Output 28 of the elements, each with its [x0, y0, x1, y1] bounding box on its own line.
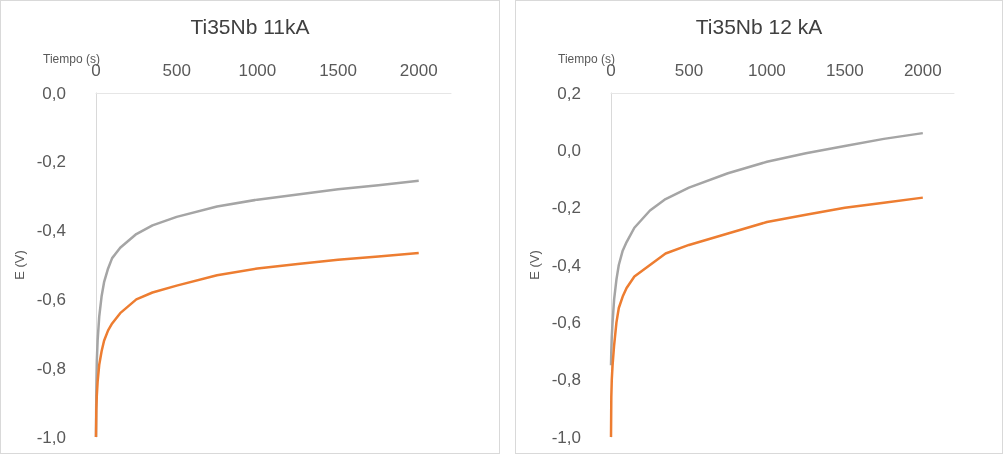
- y-axis-title: E (V): [526, 250, 542, 280]
- y-tick-label: -0,8: [36, 358, 66, 378]
- y-tick-label: -0,8: [551, 370, 581, 390]
- x-tick-label: 1500: [319, 61, 357, 80]
- y-tick-label: -0,2: [36, 152, 66, 172]
- chart-title: Ti35Nb 12 kA: [695, 15, 823, 38]
- x-tick-label: 1000: [748, 61, 786, 80]
- y-tick-label: -0,6: [36, 289, 66, 309]
- line-series: [94, 251, 420, 439]
- y-tick-label: -0,4: [551, 255, 581, 275]
- y-axis-title: E (V): [11, 250, 27, 280]
- chart-title: Ti35Nb 11kA: [190, 15, 310, 38]
- line-series: [609, 196, 925, 439]
- y-tick-label: 0,0: [557, 140, 581, 160]
- y-tick-label: -0,6: [551, 312, 581, 332]
- y-tick-label: -0,4: [36, 221, 66, 241]
- y-tick-label: 0,2: [557, 83, 581, 103]
- y-tick-label: -0,2: [551, 198, 581, 218]
- x-tick-label: 2000: [903, 61, 942, 80]
- y-tick-label: 0,0: [42, 83, 66, 103]
- x-tick-label: 1000: [238, 61, 277, 80]
- y-tick-label: -1,0: [551, 427, 581, 447]
- x-tick-label: 1500: [825, 61, 864, 80]
- line-series: [609, 131, 925, 367]
- x-tick-label: 500: [674, 61, 704, 80]
- x-tick-label: 2000: [399, 61, 438, 80]
- y-tick-label: -1,0: [36, 427, 66, 447]
- x-tick-label: 500: [162, 61, 191, 80]
